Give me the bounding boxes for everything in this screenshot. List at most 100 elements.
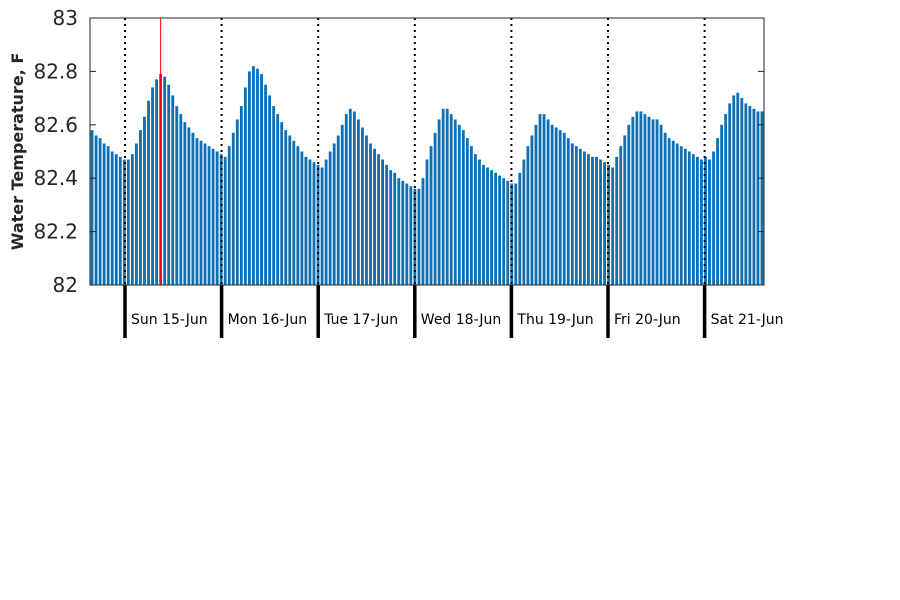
- bar: [397, 178, 401, 285]
- bar: [461, 130, 465, 285]
- bar: [139, 130, 142, 285]
- bar: [126, 159, 130, 285]
- y-axis-title: Water Temperature, F: [8, 53, 27, 251]
- bar: [239, 106, 243, 285]
- bar: [361, 127, 364, 285]
- bar: [207, 146, 211, 285]
- bar: [118, 156, 122, 285]
- bar: [231, 132, 235, 285]
- bar: [570, 143, 574, 285]
- bar: [514, 183, 518, 285]
- bar: [587, 154, 590, 285]
- y-axis: 82 82.2 82.4 82.6 82.8 83: [33, 6, 764, 297]
- bar: [312, 162, 316, 285]
- bar: [288, 135, 292, 285]
- bar: [740, 98, 744, 285]
- bar: [441, 108, 445, 285]
- bar: [211, 148, 215, 285]
- bar: [268, 95, 272, 286]
- day-label: Fri 20-Jun: [614, 312, 681, 328]
- bar: [248, 71, 251, 286]
- bar: [469, 146, 473, 285]
- bar: [574, 146, 578, 285]
- bar: [708, 159, 711, 285]
- bar: [631, 116, 635, 285]
- bar: [550, 124, 554, 285]
- bar: [486, 167, 489, 285]
- bar: [671, 140, 675, 285]
- bar: [566, 138, 570, 285]
- bar: [494, 172, 498, 285]
- bar: [502, 178, 506, 285]
- bar: [752, 108, 756, 285]
- bar: [599, 159, 602, 285]
- bar: [308, 159, 312, 285]
- bar: [110, 151, 114, 285]
- bar: [348, 108, 352, 285]
- bar: [256, 68, 259, 285]
- bar: [663, 132, 667, 285]
- bar: [90, 130, 94, 285]
- bar: [675, 143, 679, 285]
- bar: [151, 87, 154, 285]
- y-tick-label: 82.4: [33, 166, 78, 190]
- bar: [130, 154, 134, 285]
- bar: [478, 159, 481, 285]
- bar: [356, 119, 360, 286]
- bar: [292, 140, 296, 285]
- bar: [340, 124, 344, 285]
- bar: [352, 111, 356, 285]
- bar: [385, 164, 389, 285]
- bar: [546, 119, 550, 286]
- day-dividers: [123, 18, 707, 338]
- bar: [659, 124, 663, 285]
- bar: [607, 164, 611, 285]
- bar: [623, 135, 627, 285]
- bar: [377, 154, 380, 285]
- bar: [542, 114, 546, 286]
- bar: [324, 159, 328, 285]
- bar: [712, 151, 715, 285]
- bar: [179, 114, 183, 286]
- bar: [474, 154, 477, 285]
- bar: [655, 119, 659, 286]
- bar: [163, 76, 167, 286]
- bar: [417, 188, 421, 285]
- y-tick-label: 82.6: [33, 113, 78, 137]
- bar: [143, 116, 146, 285]
- bar: [647, 116, 651, 285]
- bar: [344, 114, 348, 286]
- bar: [227, 146, 231, 285]
- bar: [381, 159, 385, 285]
- bar: [591, 156, 594, 285]
- bar: [744, 103, 748, 285]
- bar: [667, 138, 671, 285]
- bar: [433, 132, 437, 285]
- bar: [724, 114, 728, 286]
- bar: [409, 186, 413, 285]
- bar: [243, 87, 247, 285]
- bar: [175, 106, 179, 285]
- day-label: Tue 17-Jun: [323, 312, 398, 328]
- bar: [619, 146, 623, 285]
- bar: [506, 180, 510, 285]
- day-label: Mon 16-Jun: [228, 312, 308, 328]
- bar: [369, 143, 372, 285]
- bar: [760, 111, 764, 285]
- bar: [304, 156, 308, 285]
- bar: [413, 188, 417, 285]
- bar: [171, 95, 175, 286]
- bar: [736, 92, 740, 285]
- bar: [445, 108, 449, 285]
- bar: [554, 127, 558, 285]
- bar: [284, 130, 288, 285]
- bar: [147, 100, 150, 286]
- bar: [449, 114, 453, 286]
- bar: [691, 154, 695, 285]
- bar: [429, 146, 433, 285]
- bar: [94, 135, 98, 285]
- bar: [223, 156, 227, 285]
- bar: [530, 135, 534, 285]
- bar: [578, 148, 582, 285]
